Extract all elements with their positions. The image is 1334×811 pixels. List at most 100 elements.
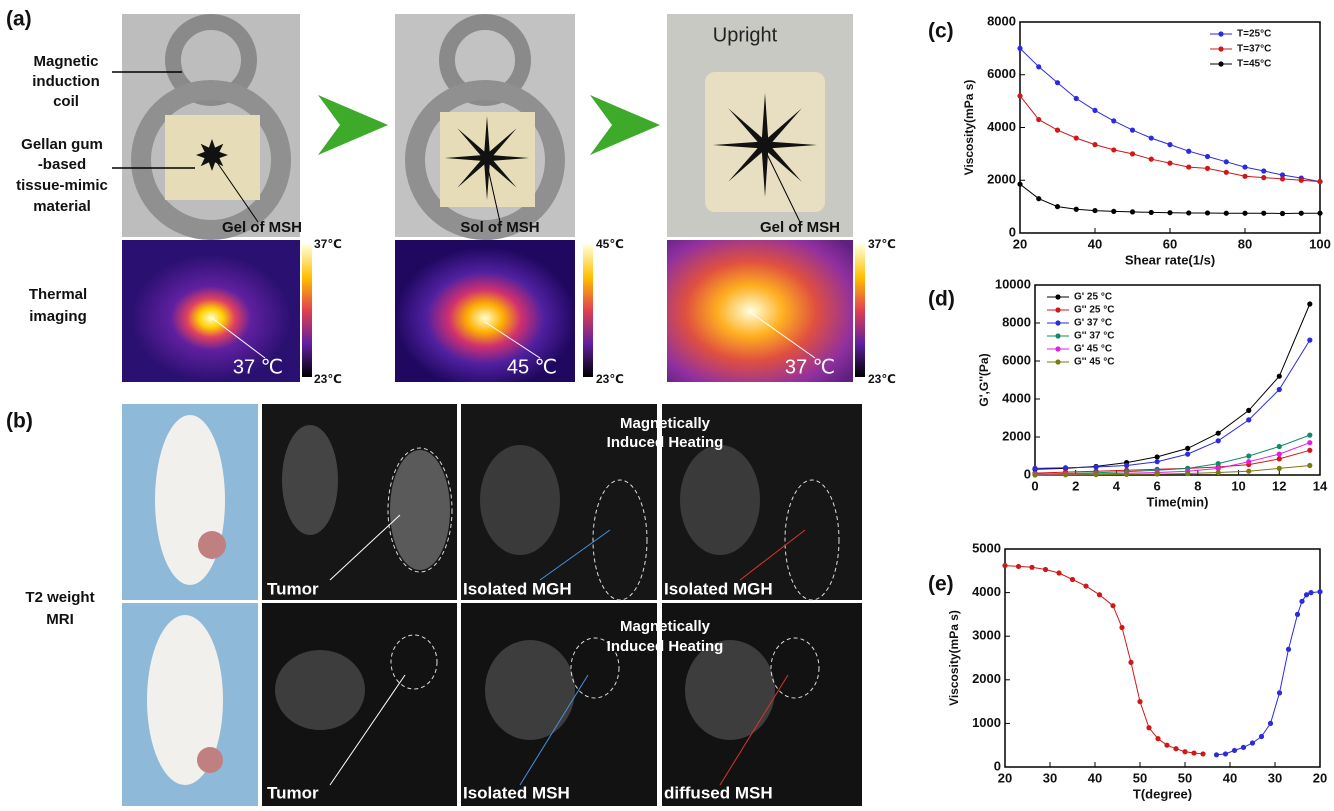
data-point — [1277, 452, 1282, 457]
data-point — [1032, 472, 1037, 477]
data-point — [1097, 592, 1102, 597]
data-point — [1277, 456, 1282, 461]
data-point — [1092, 142, 1097, 147]
y-tick-label: 4000 — [987, 119, 1016, 134]
heading: Magnetically — [620, 618, 711, 635]
legend-label: T=37°C — [1237, 44, 1271, 55]
data-point — [1063, 465, 1068, 470]
data-point — [1083, 583, 1088, 588]
tissue — [275, 650, 365, 730]
caption: Gel of MSH — [222, 219, 302, 236]
y-tick-label: 2000 — [987, 172, 1016, 187]
panel-label: (b) — [6, 410, 33, 433]
data-point — [1111, 147, 1116, 152]
legend-label: G' 45 °C — [1074, 344, 1112, 355]
data-point — [1036, 117, 1041, 122]
data-point — [1277, 374, 1282, 379]
y-tick-label: 8000 — [1002, 314, 1031, 329]
x-tick-label: 12 — [1272, 478, 1286, 493]
legend-marker — [1055, 359, 1060, 364]
data-point — [1304, 592, 1309, 597]
data-point — [1146, 725, 1151, 730]
data-point — [1280, 211, 1285, 216]
data-point — [1200, 751, 1205, 756]
data-point — [1070, 577, 1075, 582]
x-tick-label: 14 — [1313, 478, 1328, 493]
data-point — [1246, 453, 1251, 458]
legend-label: G' 37 °C — [1074, 318, 1112, 329]
legend-label: T=45°C — [1237, 59, 1271, 70]
data-point — [1002, 563, 1007, 568]
data-point — [1307, 448, 1312, 453]
x-axis-label: T(degree) — [1133, 786, 1192, 801]
data-point — [1036, 64, 1041, 69]
legend-label: G'' 25 °C — [1074, 305, 1114, 316]
arrow — [590, 95, 660, 155]
y-tick-label: 6000 — [1002, 352, 1031, 367]
y-tick-label: 2000 — [972, 671, 1001, 686]
data-point — [1149, 157, 1154, 162]
data-point — [1317, 211, 1322, 216]
data-point — [1167, 161, 1172, 166]
label: imaging — [29, 308, 87, 325]
x-tick-label: 0 — [1031, 478, 1038, 493]
data-point — [1277, 444, 1282, 449]
scale-label: 23℃ — [596, 372, 624, 386]
panel-label: (c) — [928, 20, 954, 43]
label: T2 weight — [25, 589, 94, 606]
legend-label: G'' 45 °C — [1074, 357, 1114, 368]
data-point — [1149, 210, 1154, 215]
charts: 0200040006000800020406080100Shear rate(1… — [947, 13, 1331, 801]
data-point — [1224, 170, 1229, 175]
y-axis-label: G',G''(Pa) — [977, 353, 991, 406]
data-point — [1093, 464, 1098, 469]
legend-marker — [1055, 294, 1060, 299]
data-point — [1128, 660, 1133, 665]
legend-label: T=25°C — [1237, 29, 1271, 40]
data-point — [1216, 461, 1221, 466]
x-tick-label: 10 — [1231, 478, 1245, 493]
data-point — [1043, 567, 1048, 572]
data-point — [1149, 135, 1154, 140]
x-tick-label: 40 — [1088, 236, 1102, 251]
label: tissue-mimic — [16, 177, 108, 194]
series-line — [1217, 592, 1321, 755]
data-point — [1277, 690, 1282, 695]
series-line — [1020, 96, 1320, 182]
data-point — [1317, 179, 1322, 184]
data-point — [1182, 749, 1187, 754]
y-axis-label: Viscosity(mPa s) — [947, 610, 961, 706]
data-point — [1246, 469, 1251, 474]
data-point — [1017, 46, 1022, 51]
data-point — [1186, 164, 1191, 169]
data-point — [1093, 472, 1098, 477]
x-tick-label: 60 — [1163, 236, 1177, 251]
data-point — [1056, 570, 1061, 575]
data-point — [1164, 743, 1169, 748]
label: Thermal — [29, 286, 87, 303]
data-point — [1074, 135, 1079, 140]
data-point — [1017, 93, 1022, 98]
legend-marker — [1218, 31, 1223, 36]
data-point — [1307, 433, 1312, 438]
x-tick-label: 8 — [1194, 478, 1201, 493]
caption: diffused MSH — [664, 783, 773, 802]
data-point — [1111, 209, 1116, 214]
caption: Tumor — [267, 783, 319, 802]
panel-label: (e) — [928, 573, 954, 596]
data-point — [1307, 301, 1312, 306]
data-point — [1092, 208, 1097, 213]
data-point — [1074, 96, 1079, 101]
data-point — [1016, 564, 1021, 569]
legend-marker — [1055, 346, 1060, 351]
x-tick-label: 30 — [1043, 770, 1057, 785]
data-point — [1185, 471, 1190, 476]
tissue — [485, 640, 575, 740]
data-point — [1017, 182, 1022, 187]
x-tick-label: 6 — [1154, 478, 1161, 493]
label: MRI — [46, 611, 74, 628]
x-axis-label: Shear rate(1/s) — [1125, 252, 1215, 267]
x-tick-label: 20 — [1013, 236, 1027, 251]
arrow — [318, 95, 388, 155]
data-point — [1246, 459, 1251, 464]
